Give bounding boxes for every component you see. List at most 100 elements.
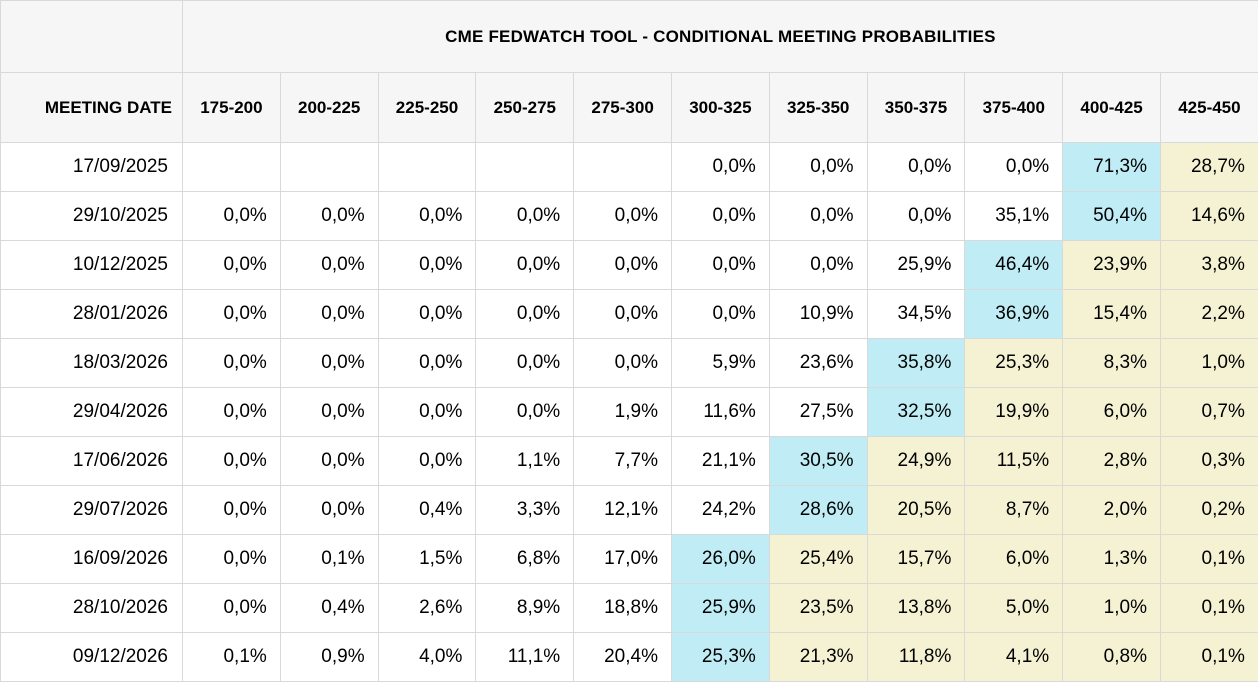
rate-range-header: 275-300 <box>573 72 672 143</box>
probability-cell: 0,0% <box>768 142 868 192</box>
probability-cell: 28,7% <box>1159 142 1258 192</box>
probability-cell: 0,0% <box>768 191 868 241</box>
table-row: 16/09/2026 0,0% 0,1% 1,5% 6,8% 17,0% 26,0% 25,4… <box>0 534 1258 584</box>
probability-cell: 0,0% <box>182 240 281 290</box>
probability-cell: 1,3% <box>1062 534 1161 584</box>
probability-cell: 20,4% <box>573 632 672 682</box>
column-header-row: MEETING DATE 175-200 200-225 225-250 250-27… <box>0 72 1258 143</box>
meeting-date-cell: 17/06/2026 <box>0 436 183 486</box>
table-body: 17/09/2025 0,0% 0,0% 0,0% 0,0% 71,3% 28,7% 29/1… <box>0 142 1258 682</box>
rate-range-header: 350-375 <box>866 72 966 143</box>
probability-cell: 0,1% <box>279 534 379 584</box>
meeting-date-cell: 29/04/2026 <box>0 387 183 437</box>
probability-cell: 23,6% <box>768 338 868 388</box>
probability-cell: 15,7% <box>866 534 966 584</box>
probability-cell: 0,0% <box>182 191 281 241</box>
probability-cell: 0,0% <box>182 485 281 535</box>
meeting-date-cell: 10/12/2025 <box>0 240 183 290</box>
probability-cell: 11,1% <box>475 632 575 682</box>
table-row: 29/10/2025 0,0% 0,0% 0,0% 0,0% 0,0% 0,0% 0,0% 0,… <box>0 191 1258 241</box>
probability-cell: 24,2% <box>670 485 770 535</box>
probability-cell: 0,0% <box>182 583 281 633</box>
probability-cell: 0,0% <box>182 338 281 388</box>
probability-cell: 0,1% <box>1159 583 1258 633</box>
probability-cell: 1,0% <box>1159 338 1258 388</box>
probability-cell: 0,0% <box>475 387 575 437</box>
rate-range-header: 250-275 <box>475 72 575 143</box>
probability-cell: 2,2% <box>1159 289 1258 339</box>
probability-cell: 6,0% <box>964 534 1064 584</box>
probability-cell: 0,0% <box>377 289 477 339</box>
meeting-date-cell: 28/10/2026 <box>0 583 183 633</box>
probability-cell: 0,4% <box>377 485 477 535</box>
probability-cell: 18,8% <box>573 583 672 633</box>
table-row: 29/04/2026 0,0% 0,0% 0,0% 0,0% 1,9% 11,6% 27,5%… <box>0 387 1258 437</box>
probability-cell: 8,7% <box>964 485 1064 535</box>
probability-cell: 13,8% <box>866 583 966 633</box>
probability-cell: 0,0% <box>377 338 477 388</box>
probability-cell: 2,6% <box>377 583 477 633</box>
probability-cell: 25,9% <box>866 240 966 290</box>
probability-cell: 5,0% <box>964 583 1064 633</box>
probability-cell: 0,0% <box>377 436 477 486</box>
corner-cell <box>0 0 183 73</box>
probability-cell: 0,7% <box>1159 387 1258 437</box>
probability-cell: 21,1% <box>670 436 770 486</box>
rate-range-header: 200-225 <box>279 72 379 143</box>
probability-cell: 35,8% <box>866 338 966 388</box>
meeting-date-cell: 29/07/2026 <box>0 485 183 535</box>
probability-cell: 0,1% <box>1159 632 1258 682</box>
probability-cell: 0,0% <box>670 142 770 192</box>
probability-cell: 5,9% <box>670 338 770 388</box>
table-row: 10/12/2025 0,0% 0,0% 0,0% 0,0% 0,0% 0,0% 0,0% 25… <box>0 240 1258 290</box>
meeting-date-cell: 17/09/2025 <box>0 142 183 192</box>
probability-cell: 34,5% <box>866 289 966 339</box>
probability-cell: 0,0% <box>573 191 672 241</box>
probability-cell: 17,0% <box>573 534 672 584</box>
probability-cell: 10,9% <box>768 289 868 339</box>
probability-cell: 23,9% <box>1062 240 1161 290</box>
probability-cell: 8,9% <box>475 583 575 633</box>
probability-cell: 0,0% <box>670 191 770 241</box>
table-row: 18/03/2026 0,0% 0,0% 0,0% 0,0% 0,0% 5,9% 23,6% 3… <box>0 338 1258 388</box>
probability-cell: 1,9% <box>573 387 672 437</box>
probability-cell: 1,0% <box>1062 583 1161 633</box>
table-row: 28/10/2026 0,0% 0,4% 2,6% 8,9% 18,8% 25,9% 23,5… <box>0 583 1258 633</box>
table-title: CME FEDWATCH TOOL - CONDITIONAL MEETING … <box>182 0 1258 73</box>
probability-cell: 25,4% <box>768 534 868 584</box>
probability-cell: 0,2% <box>1159 485 1258 535</box>
probability-cell: 0,0% <box>279 289 379 339</box>
probability-cell: 25,3% <box>964 338 1064 388</box>
probability-cell: 1,5% <box>377 534 477 584</box>
probability-cell: 25,3% <box>670 632 770 682</box>
meeting-date-cell: 18/03/2026 <box>0 338 183 388</box>
probability-cell <box>279 142 379 192</box>
probability-cell: 0,9% <box>279 632 379 682</box>
probability-cell: 0,1% <box>182 632 281 682</box>
rate-range-header: 375-400 <box>964 72 1064 143</box>
probability-cell: 25,9% <box>670 583 770 633</box>
probability-cell: 11,6% <box>670 387 770 437</box>
meeting-date-cell: 28/01/2026 <box>0 289 183 339</box>
probability-cell <box>182 142 281 192</box>
probability-cell: 0,0% <box>573 338 672 388</box>
probability-cell: 26,0% <box>670 534 770 584</box>
probability-cell: 35,1% <box>964 191 1064 241</box>
probability-cell: 1,1% <box>475 436 575 486</box>
rate-range-header: 225-250 <box>377 72 477 143</box>
probability-cell: 11,8% <box>866 632 966 682</box>
rate-range-header: 175-200 <box>182 72 281 143</box>
probability-cell: 0,0% <box>279 387 379 437</box>
probability-cell: 2,8% <box>1062 436 1161 486</box>
probability-cell: 0,0% <box>475 191 575 241</box>
rate-range-header: 400-425 <box>1062 72 1161 143</box>
table-row: 17/06/2026 0,0% 0,0% 0,0% 1,1% 7,7% 21,1% 30,5%… <box>0 436 1258 486</box>
probability-cell: 15,4% <box>1062 289 1161 339</box>
probability-cell: 0,0% <box>279 485 379 535</box>
meeting-date-cell: 29/10/2025 <box>0 191 183 241</box>
probability-cell: 14,6% <box>1159 191 1258 241</box>
probability-cell: 2,0% <box>1062 485 1161 535</box>
rate-range-header: 425-450 <box>1159 72 1258 143</box>
probability-cell: 30,5% <box>768 436 868 486</box>
probability-cell: 0,0% <box>182 387 281 437</box>
